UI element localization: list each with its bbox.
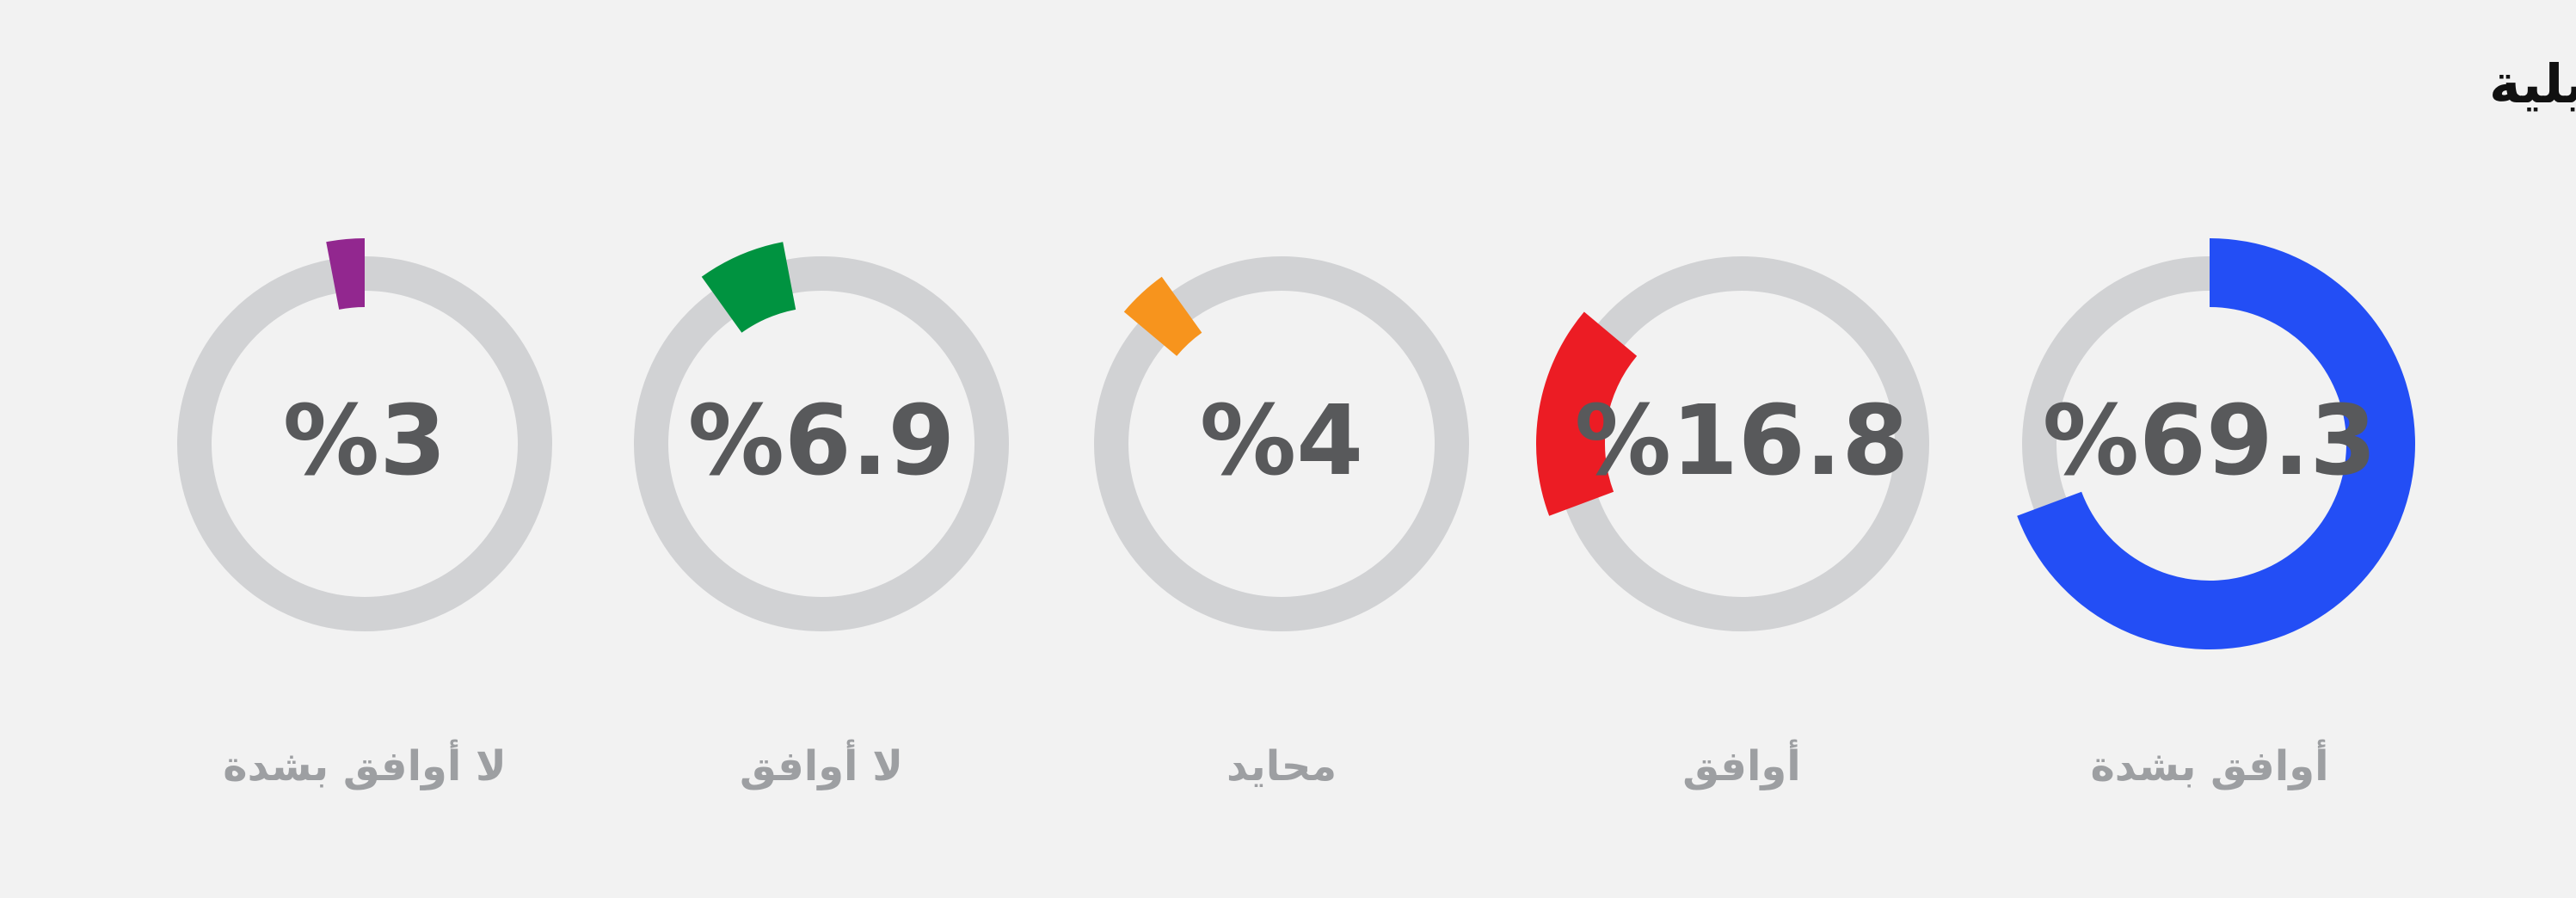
gauge-arc bbox=[326, 238, 365, 310]
value-label: %3 bbox=[283, 385, 446, 497]
value-label: %69.3 bbox=[2043, 385, 2377, 497]
gauge-track bbox=[1094, 256, 1469, 631]
value-label: %16.8 bbox=[1575, 385, 1909, 497]
gauge-arc bbox=[1535, 311, 1638, 516]
category-label: لا أوافق bbox=[740, 739, 903, 790]
gauge-arc bbox=[2017, 238, 2415, 649]
category-label: أوافق بشدة bbox=[2090, 739, 2328, 790]
value-label: %6.9 bbox=[688, 385, 956, 497]
chart-title: "طوفان الأقصى" استجابة موضوعية للانتهاكا… bbox=[2489, 52, 2576, 115]
gauge-arc bbox=[1123, 276, 1202, 356]
value-label: %4 bbox=[1200, 385, 1363, 497]
category-label: لا أوافق بشدة bbox=[223, 739, 507, 790]
gauge-arc bbox=[701, 242, 796, 333]
gauge-track bbox=[634, 256, 1009, 631]
category-label: أوافق bbox=[1682, 739, 1800, 790]
category-label: محايد bbox=[1227, 742, 1337, 790]
